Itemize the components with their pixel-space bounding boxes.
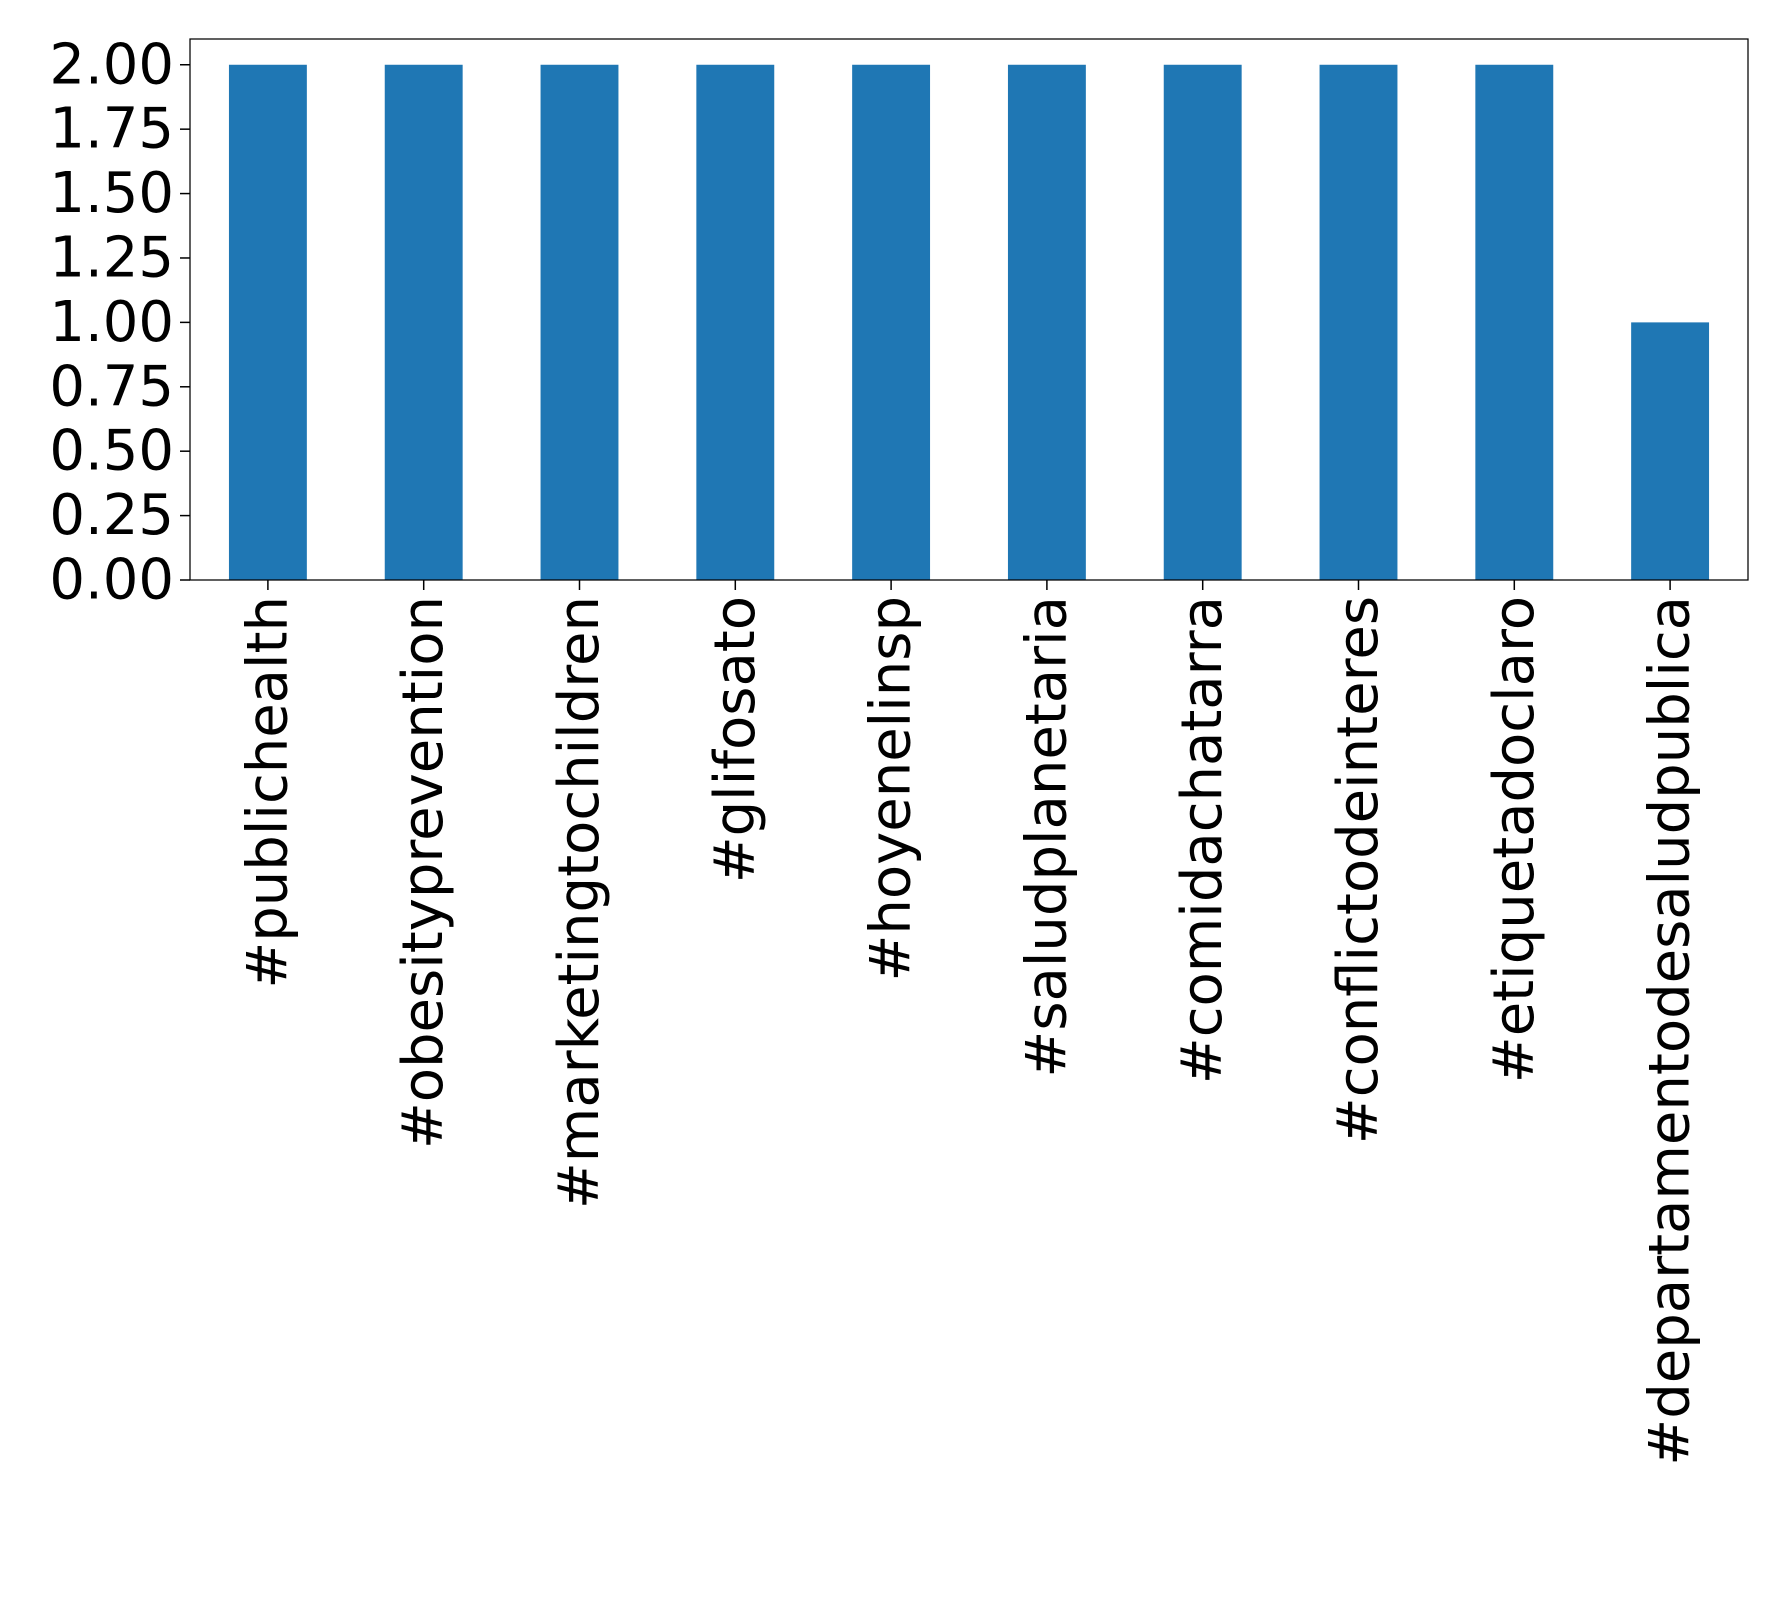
x-tick-label: #conflictodeinteres [1326,596,1391,1144]
bars-layer [228,64,1710,580]
x-axis: #publichealth #obesityprevention #marketin… [235,580,1703,1466]
bar-etiquetadoclaro [1475,64,1554,580]
x-tick-label: #departamentodesaludpublica [1638,596,1703,1466]
bar-saludplanetaria [1007,64,1086,580]
bar-hoyenelinsp [852,64,931,580]
x-tick-label: #glifosato [703,596,768,883]
bar-departamentodesaludpublica [1631,322,1710,580]
bar-conflictodeinteres [1319,64,1398,580]
y-tick-label: 0.75 [49,354,174,419]
y-tick-label: 2.00 [49,32,174,97]
plot-frame [189,38,1749,581]
x-tick-label: #etiquetadoclaro [1482,596,1547,1083]
y-tick-label: 1.25 [49,225,174,290]
bar-comidachatarra [1163,64,1242,580]
bar-obesityprevention [384,64,463,580]
y-axis: 0.000.250.500.751.001.251.501.752.00 [49,32,190,613]
y-tick-label: 1.75 [49,97,174,162]
bar-marketingtochildren [540,64,619,580]
x-tick-label: #obesityprevention [391,596,456,1149]
bar-glifosato [696,64,775,580]
x-tick-label: #marketingtochildren [547,596,612,1209]
x-tick-label: #hoyenelinsp [859,596,924,982]
y-tick-label: 1.50 [49,161,174,226]
x-tick-label: #saludplanetaria [1014,596,1079,1078]
bar-publichealth [228,64,307,580]
y-tick-label: 0.25 [49,483,174,548]
y-tick-label: 1.00 [49,290,174,355]
y-tick-label: 0.50 [49,419,174,484]
x-tick-label: #comidachatarra [1170,596,1235,1084]
y-tick-label: 0.00 [49,548,174,613]
x-tick-label: #publichealth [235,596,300,989]
